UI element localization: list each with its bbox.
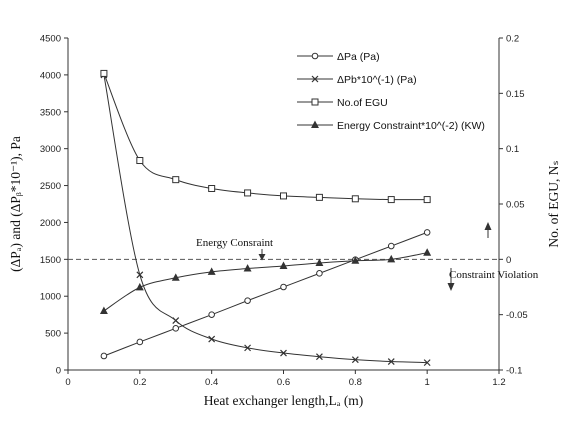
data-point-circle — [244, 297, 251, 304]
data-point-circle — [316, 270, 323, 277]
data-point-x — [423, 359, 431, 367]
x-tick-label: 0 — [65, 377, 70, 388]
data-point-square — [208, 185, 216, 193]
y-axis-label-left: (ΔPₐ) and (ΔPᵦ*10⁻¹), Pa — [8, 136, 23, 272]
series-line-x — [103, 74, 428, 364]
data-point-triangle — [135, 282, 144, 291]
x-tick-label: 0.2 — [133, 377, 146, 388]
data-point-square — [100, 69, 108, 77]
data-point-x — [387, 358, 395, 365]
data-point-triangle — [387, 254, 396, 263]
x-axis-label: Heat exchanger length,Lₐ (m) — [204, 393, 364, 408]
y2-tick-label: 0.1 — [506, 144, 519, 155]
axes: 0 0.2 0.4 0.6 0.8 1 1.2 0 500 1000 1500 2000 2500 300… — [40, 34, 528, 389]
energy-constraint-label: Energy Consraint — [196, 237, 273, 249]
data-point-x — [136, 271, 144, 279]
legend-label: No.of EGU — [337, 97, 388, 109]
violation-arrowhead — [447, 283, 455, 291]
constraint-violation-label: Constraint Violation — [449, 269, 539, 281]
data-point-triangle — [243, 264, 252, 272]
legend-marker-triangle — [311, 120, 319, 128]
data-point-circle — [423, 229, 431, 236]
data-point-triangle — [99, 306, 108, 314]
y2-tick-label: 0.2 — [506, 34, 519, 45]
y-tick-label: 4000 — [40, 70, 61, 81]
data-point-triangle — [315, 258, 324, 267]
series-layer — [99, 69, 432, 367]
data-point-x — [280, 349, 287, 357]
series-line-circle — [103, 231, 428, 357]
data-point-square — [172, 176, 180, 184]
data-point-square — [387, 196, 395, 204]
data-point-circle — [387, 242, 395, 250]
legend: ΔPa (Pa) ΔPb*10^(-1) (Pa) No.of EGU Energy … — [297, 51, 485, 132]
y-tick-label: 1000 — [40, 292, 61, 303]
y-tick-label: 500 — [45, 329, 61, 340]
data-point-square — [315, 193, 323, 201]
x-tick-label: 0.6 — [277, 377, 290, 388]
data-point-circle — [136, 338, 144, 346]
y-tick-label: 4500 — [40, 34, 61, 45]
data-point-x — [351, 356, 359, 364]
data-point-circle — [172, 325, 180, 332]
y-tick-label: 2500 — [40, 181, 61, 192]
axis-labels: Heat exchanger length,Lₐ (m) (ΔPₐ) and (Δ… — [8, 136, 561, 408]
series-line-square — [103, 73, 428, 201]
legend-label: ΔPb*10^(-1) (Pa) — [337, 74, 417, 86]
legend-label: Energy Constraint*10^(-2) (KW) — [337, 120, 485, 132]
y2-tick-label: 0.05 — [506, 200, 525, 211]
data-point-triangle — [207, 267, 216, 275]
data-point-x — [244, 344, 252, 352]
data-point-circle — [208, 311, 215, 318]
energy-arrowhead — [258, 254, 266, 261]
data-point-circle — [280, 283, 287, 291]
x-tick-label: 1.2 — [492, 377, 505, 388]
data-point-square — [244, 189, 252, 197]
series-line-triangle — [103, 252, 428, 312]
legend-marker-square — [311, 98, 319, 106]
legend-label: ΔPa (Pa) — [337, 51, 380, 63]
data-point-triangle — [423, 248, 432, 256]
series-square — [100, 69, 431, 204]
annotations: Energy Consraint Constraint Violation — [196, 222, 539, 291]
y-tick-label: 0 — [56, 366, 61, 377]
data-point-square — [351, 195, 359, 203]
y-tick-label: 3500 — [40, 107, 61, 118]
series-x — [100, 71, 431, 367]
data-point-x — [315, 353, 323, 361]
data-point-triangle — [279, 261, 288, 269]
legend-marker-circle — [311, 52, 319, 60]
legend-marker-x — [311, 75, 319, 83]
y-tick-label: 3000 — [40, 144, 61, 155]
y-tick-label: 1500 — [40, 255, 61, 266]
data-point-triangle — [351, 256, 360, 264]
data-point-x — [172, 317, 180, 324]
x-tick-label: 1 — [425, 377, 430, 388]
y2-tick-label: 0 — [506, 255, 511, 266]
x-tick-label: 0.4 — [205, 377, 218, 388]
data-point-circle — [100, 352, 108, 360]
data-point-square — [280, 192, 287, 200]
data-point-x — [208, 335, 216, 343]
feasible-arrowhead — [484, 222, 492, 230]
y-tick-label: 2000 — [40, 218, 61, 229]
y2-tick-label: -0.05 — [506, 310, 528, 321]
x-tick-label: 0.8 — [349, 377, 362, 388]
y-axis-label-right: No. of EGU, Nₛ — [546, 160, 561, 247]
data-point-square — [136, 157, 144, 165]
data-point-square — [423, 196, 431, 204]
y2-tick-label: -0.1 — [506, 366, 522, 377]
y2-tick-label: 0.15 — [506, 89, 525, 100]
data-point-triangle — [171, 273, 180, 281]
series-triangle — [99, 248, 432, 314]
